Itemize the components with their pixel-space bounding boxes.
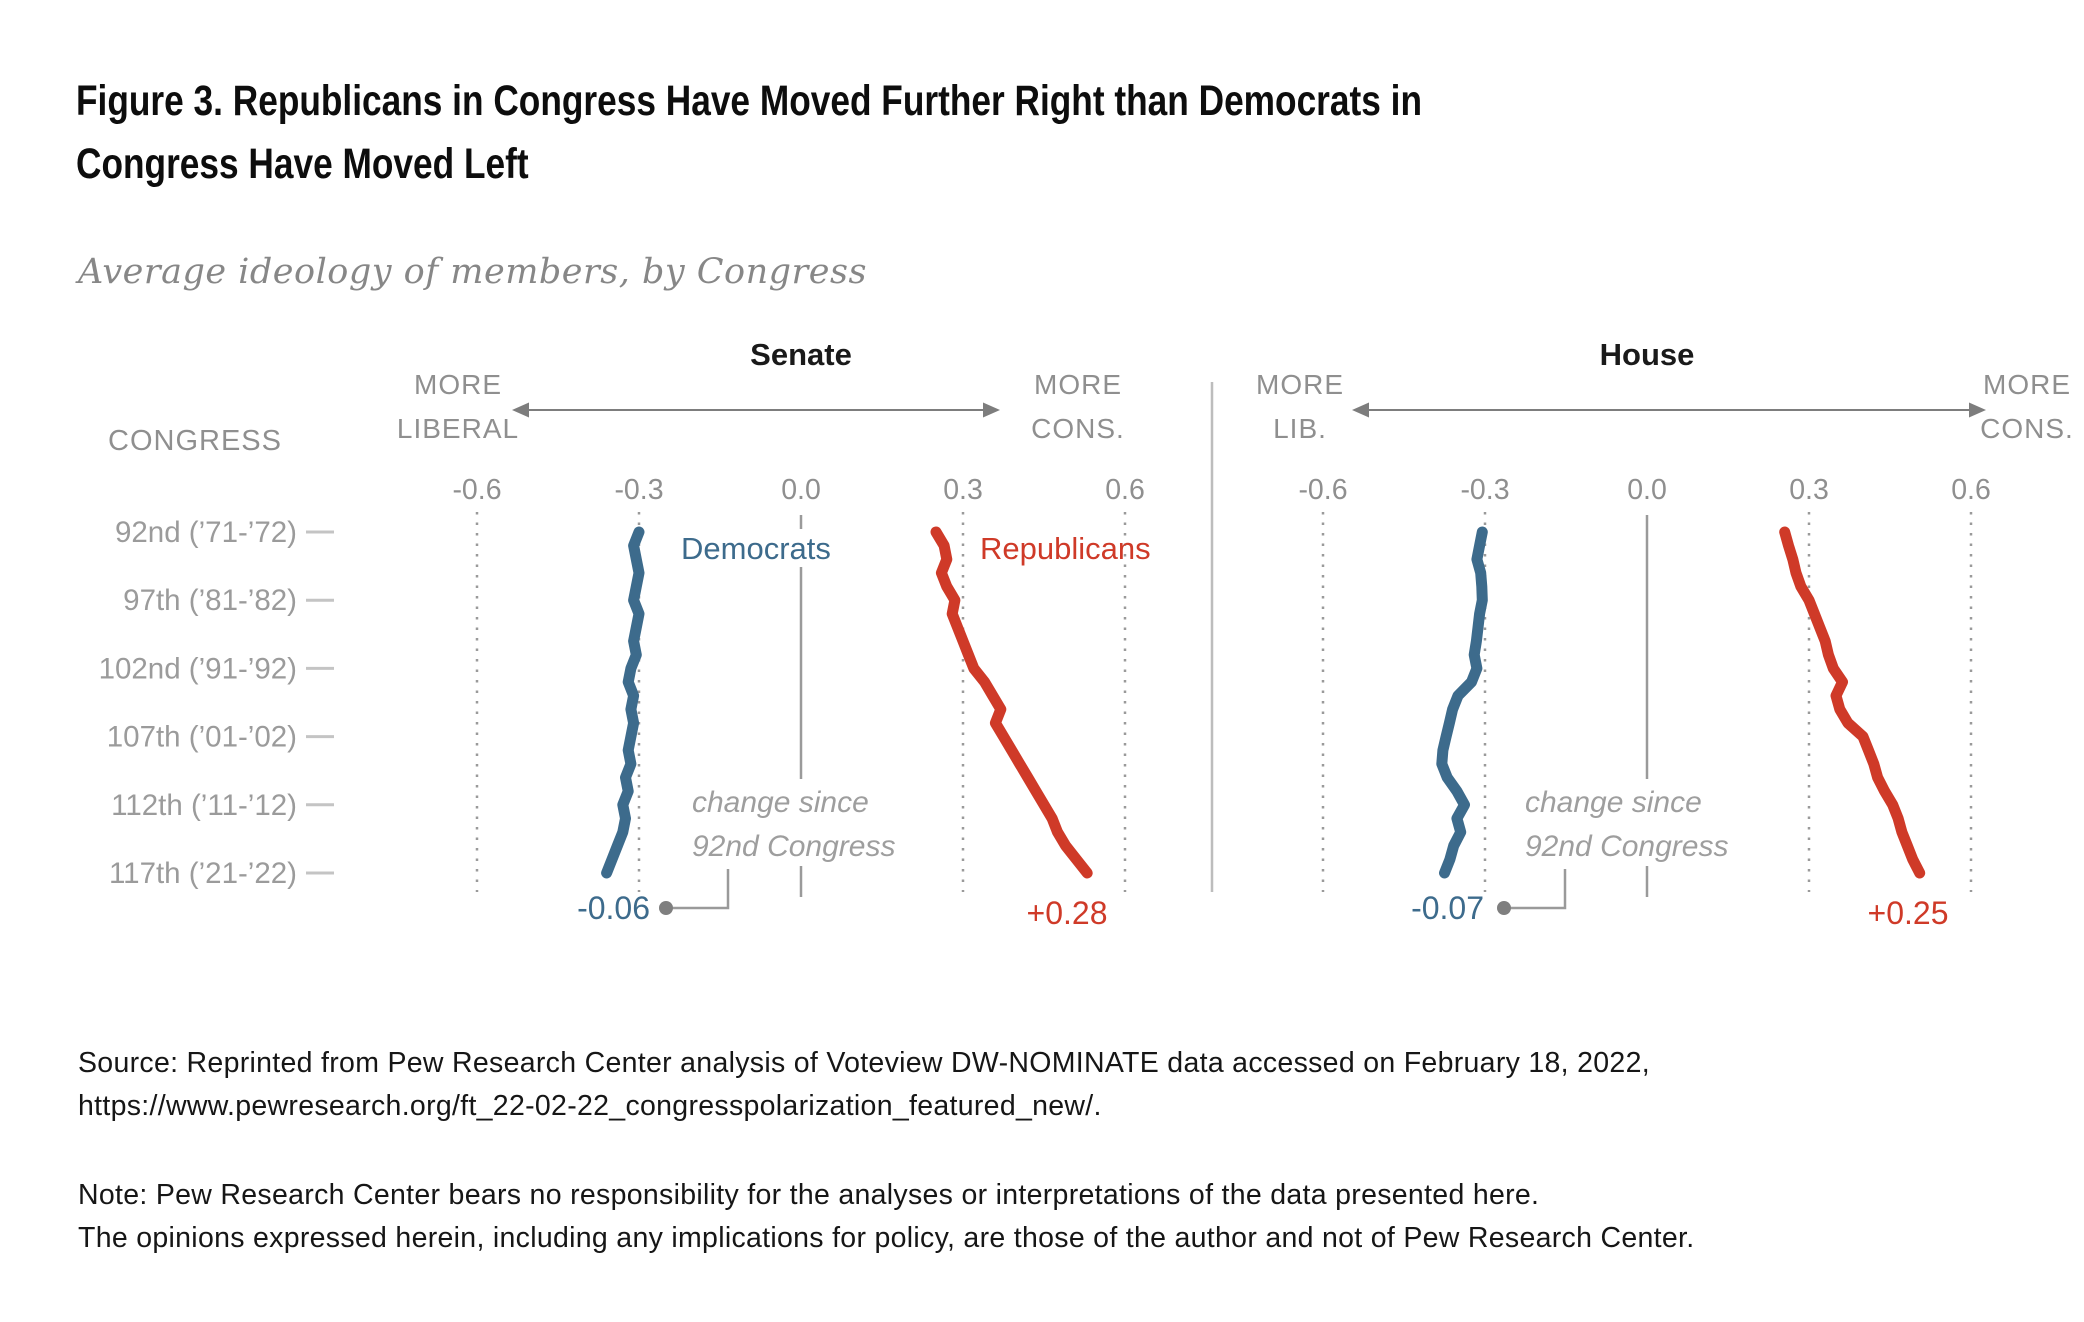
panel-title-senate: Senate <box>750 337 852 372</box>
republican-change-value: +0.25 <box>1868 895 1949 931</box>
annotation-change-since: change since <box>1525 786 1702 819</box>
panel-title-house: House <box>1600 337 1695 372</box>
congress-row-label: 102nd (’91-’92) <box>99 652 297 685</box>
congress-row-label: 97th (’81-’82) <box>123 584 297 617</box>
x-tick-label: -0.6 <box>1298 474 1347 506</box>
x-tick-label: 0.3 <box>1789 474 1829 506</box>
note-text: Note: Pew Research Center bears no respo… <box>78 1174 1694 1260</box>
republican-change-value: +0.28 <box>1027 895 1108 931</box>
x-tick-label: -0.3 <box>1460 474 1509 506</box>
x-tick-label: -0.3 <box>614 474 663 506</box>
congress-row-label: 92nd (’71-’72) <box>115 516 297 549</box>
figure-title-line1: Figure 3. Republicans in Congress Have M… <box>76 77 1423 125</box>
arrowhead-right <box>983 402 1000 418</box>
democrat-change-value: -0.07 <box>1411 890 1484 926</box>
congress-row-label: 117th (’21-’22) <box>109 857 297 890</box>
congress-row-label: 107th (’01-’02) <box>107 721 297 754</box>
x-tick-label: 0.0 <box>1627 474 1667 506</box>
more-cons-label-line2: CONS. <box>1980 413 2074 444</box>
note-line2: The opinions expressed herein, including… <box>78 1222 1695 1254</box>
democrat-change-value: -0.06 <box>577 890 650 926</box>
annotation-connector <box>1504 869 1567 910</box>
senate-republicans-line <box>930 526 1093 879</box>
x-tick-label: 0.6 <box>1951 474 1991 506</box>
more-cons-label-line1: MORE <box>1983 369 2071 400</box>
congress-column-header: CONGRESS <box>108 425 282 457</box>
more-liberal-label-line1: MORE <box>1256 369 1344 400</box>
annotation-92nd-congress: 92nd Congress <box>692 830 895 863</box>
x-tick-label: -0.6 <box>452 474 501 506</box>
figure-subtitle: Average ideology of members, by Congress <box>78 252 867 292</box>
more-liberal-label-line1: MORE <box>414 369 502 400</box>
more-cons-label-line1: MORE <box>1034 369 1122 400</box>
arrowhead-left <box>512 402 529 418</box>
source-text: Source: Reprinted from Pew Research Cent… <box>78 1042 1650 1128</box>
legend-democrats: Democrats <box>681 531 831 566</box>
source-line2: https://www.pewresearch.org/ft_22-02-22_… <box>78 1090 1102 1122</box>
congress-row-label: 112th (’11-’12) <box>111 789 297 822</box>
annotation-connector <box>666 869 730 910</box>
more-liberal-label-line2: LIB. <box>1273 413 1327 444</box>
legend-republicans: Republicans <box>980 531 1151 566</box>
annotation-connector-dot <box>659 901 673 915</box>
senate-democrats-line <box>601 526 645 879</box>
figure-title-line2: Congress Have Moved Left <box>76 140 529 188</box>
x-tick-label: 0.0 <box>781 474 821 506</box>
note-line1: Note: Pew Research Center bears no respo… <box>78 1179 1540 1211</box>
source-line1: Source: Reprinted from Pew Research Cent… <box>78 1047 1650 1079</box>
arrowhead-left <box>1352 402 1369 418</box>
arrowhead-right <box>1969 402 1986 418</box>
more-cons-label-line2: CONS. <box>1031 413 1125 444</box>
x-tick-label: 0.6 <box>1105 474 1145 506</box>
house-republicans-line <box>1779 526 1926 879</box>
annotation-connector-dot <box>1497 901 1511 915</box>
house-democrats-line <box>1436 526 1488 879</box>
figure-title: Figure 3. Republicans in Congress Have M… <box>76 70 1422 196</box>
x-tick-label: 0.3 <box>943 474 983 506</box>
annotation-92nd-congress: 92nd Congress <box>1525 830 1728 863</box>
annotation-change-since: change since <box>692 786 869 819</box>
more-liberal-label-line2: LIBERAL <box>397 413 519 444</box>
